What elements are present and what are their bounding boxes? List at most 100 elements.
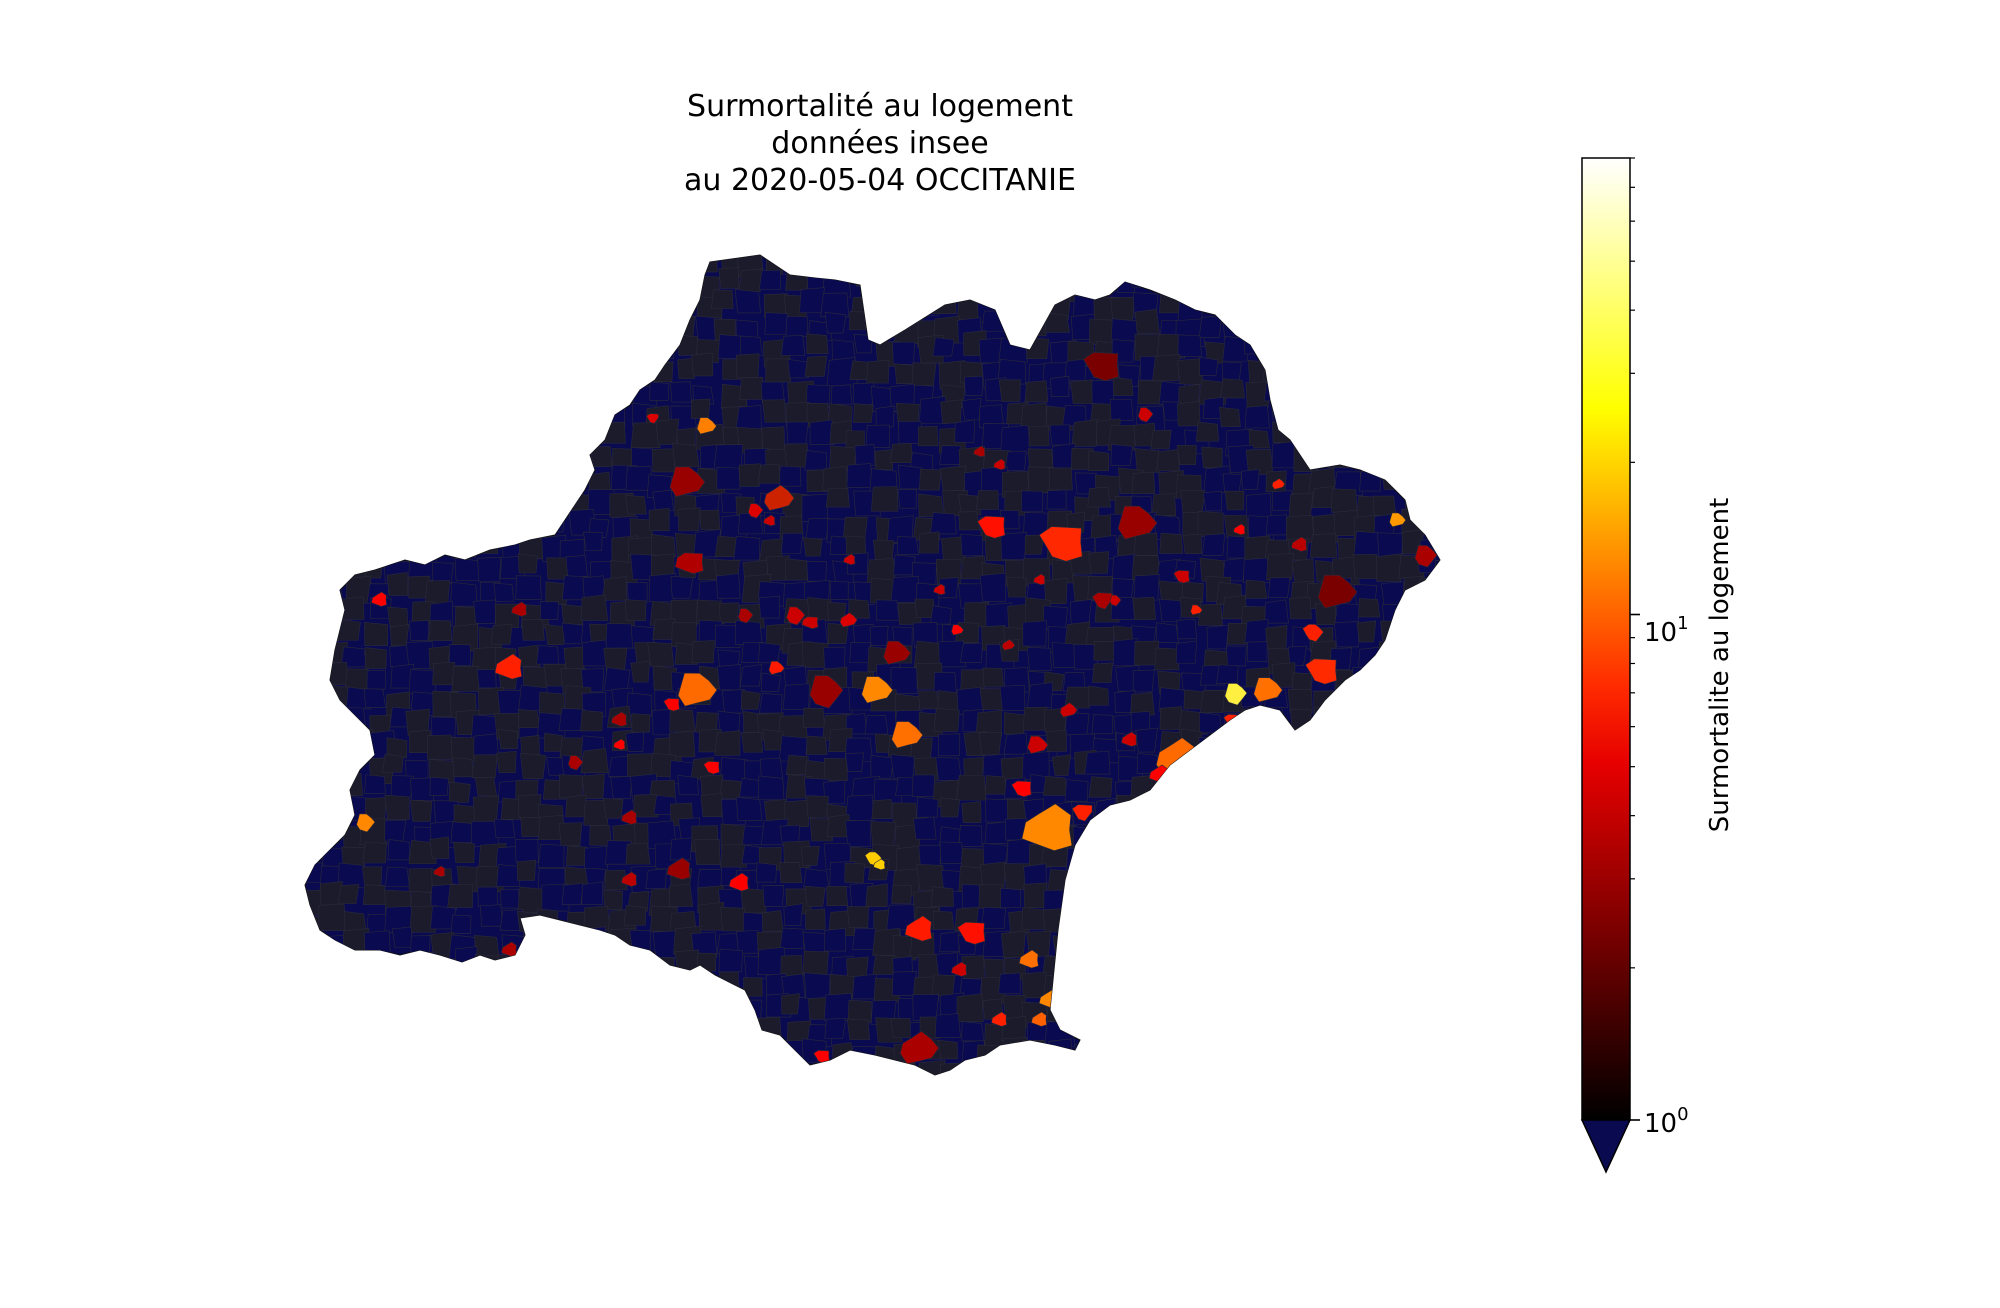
commune-cell (580, 668, 605, 693)
commune-cell (875, 405, 895, 428)
commune-cell (779, 862, 803, 883)
commune-cell (362, 841, 387, 864)
commune-cell (963, 375, 983, 396)
commune-cell (471, 754, 498, 779)
commune-cell (779, 465, 802, 487)
commune-cell (1006, 577, 1027, 598)
commune-cell (648, 507, 670, 531)
commune-cell (581, 773, 605, 799)
commune-cell (718, 948, 744, 973)
commune-cell (1175, 640, 1197, 664)
commune-cell (897, 464, 923, 490)
hotspot-commune (1190, 604, 1203, 616)
commune-cell (809, 419, 835, 445)
commune-cell (960, 642, 983, 663)
hotspot-commune (891, 721, 924, 749)
commune-cell (649, 381, 669, 401)
commune-cell (1000, 887, 1021, 909)
hotspot-commune (861, 676, 894, 704)
hotspot-commune (786, 606, 806, 626)
commune-cell (739, 664, 763, 687)
commune-cell (1222, 557, 1246, 582)
hotspot-commune (843, 553, 856, 566)
commune-cell (1358, 598, 1381, 618)
commune-cell (1199, 689, 1226, 713)
commune-cell (829, 581, 849, 601)
commune-cell (804, 885, 826, 907)
hotspot-commune (1071, 804, 1093, 822)
commune-cell (975, 490, 999, 510)
commune-cell (1071, 419, 1099, 447)
commune-cell (1288, 597, 1312, 620)
commune-cell (580, 748, 609, 774)
commune-cell (1202, 491, 1222, 512)
commune-cell (610, 775, 633, 800)
hotspot-commune (1137, 407, 1154, 423)
commune-cell (826, 885, 848, 906)
commune-cell (677, 357, 697, 380)
hotspot-commune (613, 738, 626, 751)
commune-cell (410, 799, 433, 822)
commune-cell (409, 620, 429, 641)
commune-cell (581, 881, 604, 905)
commune-cell (623, 905, 647, 926)
hotspot-commune (1059, 702, 1078, 718)
commune-cell (448, 644, 472, 666)
commune-cell (716, 573, 741, 599)
hotspot-commune (611, 711, 628, 727)
hotspot-commune (991, 1011, 1008, 1027)
commune-cell (805, 517, 830, 540)
commune-cell (364, 774, 386, 794)
commune-cell (1159, 532, 1184, 554)
commune-cell (874, 449, 894, 470)
commune-cell (1199, 356, 1219, 376)
commune-cell (1287, 645, 1307, 666)
hotspot-commune (433, 865, 446, 878)
commune-cell (1022, 620, 1047, 647)
commune-cell (779, 515, 804, 539)
hotspot-commune (1121, 731, 1138, 747)
commune-cell (1309, 533, 1338, 558)
commune-cell (1043, 577, 1068, 604)
commune-cell (825, 487, 850, 508)
commune-cell (759, 269, 781, 290)
hotspot-commune (951, 624, 964, 636)
commune-cell (954, 419, 976, 443)
hotspot-commune (1109, 594, 1122, 607)
colorbar-under-extension (1580, 1119, 1632, 1174)
commune-cell (1132, 669, 1155, 693)
commune-cell (645, 868, 667, 890)
commune-cell (938, 733, 961, 757)
commune-cell (521, 619, 545, 641)
commune-cell (979, 572, 1007, 602)
commune-cell (561, 604, 584, 625)
commune-cell (820, 292, 850, 318)
commune-cell (1182, 533, 1202, 554)
commune-cell (741, 732, 764, 753)
commune-cell (429, 600, 453, 627)
commune-cell (1134, 448, 1160, 473)
commune-cell (714, 730, 741, 756)
commune-cell (805, 908, 826, 930)
commune-cell (1112, 376, 1134, 396)
commune-cell (1109, 398, 1134, 421)
commune-cell (1244, 405, 1270, 429)
hotspot-commune (809, 675, 844, 709)
hotspot-commune (1414, 544, 1438, 568)
commune-cell (911, 362, 937, 386)
commune-cell (897, 489, 917, 509)
commune-cell (580, 710, 603, 732)
commune-cell (1287, 688, 1313, 713)
commune-cell (871, 799, 893, 820)
commune-cell (1087, 486, 1112, 508)
commune-cell (1024, 380, 1049, 403)
commune-cell (806, 333, 829, 354)
commune-cell (929, 605, 952, 625)
commune-cell (1182, 581, 1204, 603)
commune-cell (631, 713, 651, 733)
hotspot-commune (1027, 735, 1049, 754)
commune-cell (1202, 533, 1226, 556)
commune-cell (1151, 493, 1177, 516)
hotspot-commune (663, 698, 680, 712)
commune-cell (696, 599, 725, 625)
